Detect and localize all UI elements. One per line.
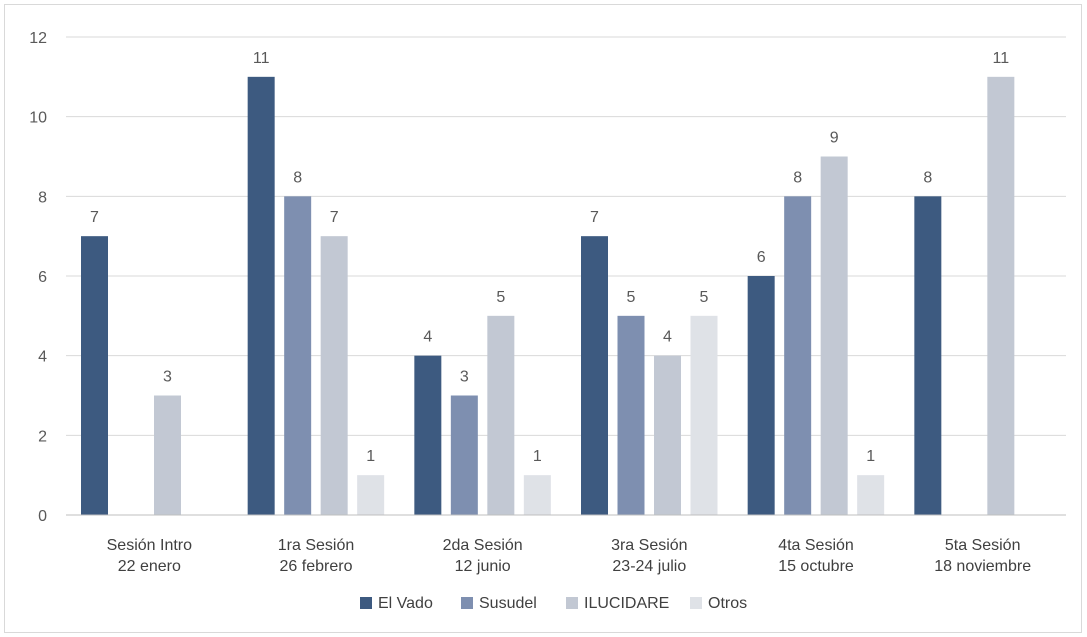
data-label: 8 — [793, 169, 802, 186]
bar-el-vado — [414, 355, 442, 515]
data-label: 1 — [866, 448, 875, 465]
bar-susudel — [617, 315, 645, 515]
data-label: 8 — [923, 169, 932, 186]
bar-ilucidare — [654, 355, 681, 515]
gridlines — [66, 36, 1066, 436]
y-tick-label: 0 — [38, 508, 47, 525]
bar-susudel — [284, 196, 312, 516]
x-category-label: 22 enero — [118, 558, 181, 575]
data-label: 5 — [700, 289, 709, 306]
data-label: 7 — [330, 209, 339, 226]
x-category-label: 23-24 julio — [612, 558, 686, 575]
data-label: 9 — [830, 130, 839, 147]
x-axis: Sesión Intro 22 enero 1ra Sesión 26 febrero… — [66, 514, 1066, 575]
data-label: 5 — [496, 289, 505, 306]
bar-susudel — [784, 196, 812, 516]
bar-otros — [857, 475, 885, 515]
bars — [81, 76, 1015, 516]
legend-swatch — [690, 597, 702, 609]
legend-label: Susudel — [479, 595, 537, 612]
data-label: 3 — [163, 369, 172, 386]
y-tick-label: 6 — [38, 269, 47, 286]
y-tick-label: 2 — [38, 428, 47, 445]
y-tick-label: 8 — [38, 189, 47, 206]
data-label: 11 — [993, 50, 1010, 67]
bar-otros — [690, 315, 718, 515]
data-label: 3 — [460, 369, 469, 386]
data-label: 8 — [293, 169, 302, 186]
data-labels: 7 3 11 8 7 1 4 3 5 1 7 5 4 5 6 8 9 1 8 11 — [90, 50, 1009, 465]
x-category-label: 2da Sesión — [443, 537, 523, 554]
data-label: 6 — [757, 249, 766, 266]
x-category-label: 3ra Sesión — [611, 537, 688, 554]
legend-label: Otros — [708, 595, 747, 612]
legend-swatch — [566, 597, 578, 609]
x-category-label: 4ta Sesión — [778, 537, 854, 554]
bar-otros — [523, 475, 551, 515]
bar-otros — [357, 475, 385, 515]
data-label: 4 — [663, 329, 672, 346]
legend-label: El Vado — [378, 595, 433, 612]
legend: El Vado Susudel ILUCIDARE Otros — [360, 595, 747, 612]
x-category-label: 18 noviembre — [934, 558, 1031, 575]
legend-swatch — [360, 597, 372, 609]
data-label: 1 — [366, 448, 375, 465]
data-label: 7 — [590, 209, 599, 226]
chart-frame — [4, 4, 1082, 633]
data-label: 4 — [423, 329, 432, 346]
legend-swatch — [461, 597, 473, 609]
bar-susudel — [450, 395, 478, 515]
y-tick-label: 10 — [29, 110, 47, 127]
y-tick-label: 4 — [38, 349, 47, 366]
bar-ilucidare — [487, 315, 515, 515]
bar-ilucidare — [987, 76, 1015, 515]
y-tick-label: 12 — [29, 30, 47, 47]
x-category-label: 15 octubre — [778, 558, 854, 575]
bar-el-vado — [581, 236, 608, 515]
y-axis: 0 2 4 6 8 10 12 — [29, 30, 47, 525]
data-label: 11 — [253, 50, 270, 67]
bar-ilucidare — [820, 156, 848, 515]
bar-el-vado — [247, 76, 275, 515]
x-category-label: 5ta Sesión — [945, 537, 1021, 554]
bar-ilucidare — [154, 395, 181, 515]
x-category-label: Sesión Intro — [107, 537, 192, 554]
data-label: 1 — [533, 448, 542, 465]
x-category-label: 26 febrero — [280, 558, 353, 575]
data-label: 7 — [90, 209, 99, 226]
bar-ilucidare — [320, 236, 348, 515]
bar-el-vado — [914, 196, 942, 516]
x-category-label: 12 junio — [455, 558, 511, 575]
legend-label: ILUCIDARE — [584, 595, 669, 612]
bar-el-vado — [81, 236, 108, 515]
data-label: 5 — [627, 289, 636, 306]
bar-el-vado — [747, 276, 775, 515]
x-category-label: 1ra Sesión — [278, 537, 355, 554]
